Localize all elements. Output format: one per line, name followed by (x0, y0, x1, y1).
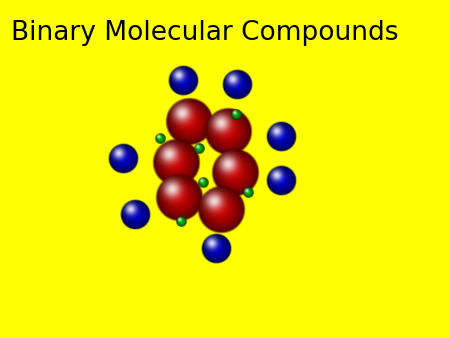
Text: Binary Molecular Compounds: Binary Molecular Compounds (11, 20, 398, 46)
